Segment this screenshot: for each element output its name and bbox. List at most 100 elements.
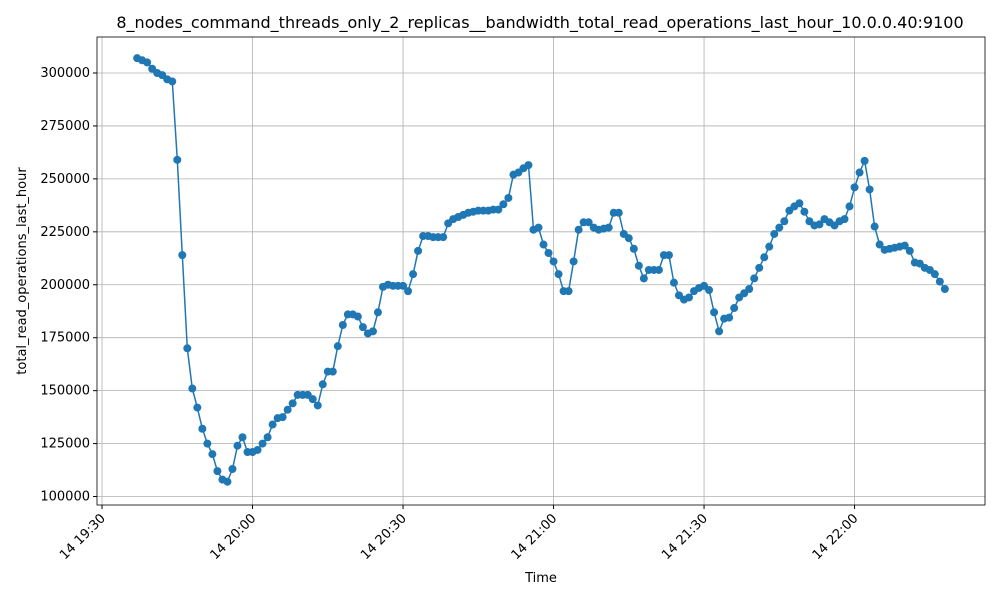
marker: [188, 384, 197, 393]
marker: [524, 161, 533, 170]
marker: [584, 218, 593, 227]
marker: [494, 205, 503, 214]
marker: [283, 405, 292, 414]
marker: [710, 308, 719, 317]
marker: [554, 270, 563, 279]
marker: [409, 270, 418, 279]
marker: [624, 234, 633, 243]
marker: [685, 293, 693, 302]
marker: [800, 207, 809, 216]
marker: [614, 208, 623, 217]
marker: [564, 287, 573, 296]
marker: [780, 217, 789, 226]
plot-frame: [96, 36, 986, 506]
marker: [845, 202, 854, 211]
marker: [318, 380, 327, 389]
y-tick-label: 225000: [40, 225, 90, 240]
marker: [278, 413, 287, 422]
marker: [399, 281, 408, 290]
marker: [333, 342, 342, 351]
marker: [223, 477, 232, 486]
marker: [544, 249, 553, 257]
marker: [855, 168, 864, 177]
marker: [198, 424, 207, 433]
marker: [373, 308, 382, 317]
marker: [213, 467, 222, 476]
marker: [574, 225, 583, 234]
marker: [143, 58, 152, 67]
marker: [233, 441, 242, 450]
marker: [755, 263, 764, 272]
chart-title: 8_nodes_command_threads_only_2_replicas_…: [116, 13, 963, 33]
marker: [654, 265, 663, 274]
marker: [439, 233, 448, 242]
marker: [238, 433, 247, 442]
marker: [760, 253, 769, 262]
marker: [228, 465, 237, 473]
marker: [875, 240, 884, 249]
y-tick-label: 100000: [40, 490, 90, 505]
marker: [870, 222, 879, 231]
marker: [193, 403, 202, 412]
marker: [368, 327, 377, 336]
marker: [629, 244, 638, 253]
marker: [905, 246, 914, 255]
marker: [549, 257, 558, 266]
marker: [178, 251, 187, 260]
marker: [715, 327, 724, 336]
y-tick-label: 250000: [40, 172, 90, 187]
marker: [358, 323, 367, 332]
marker: [775, 223, 784, 232]
x-axis-label: Time: [524, 571, 557, 586]
marker: [539, 240, 548, 249]
y-tick-label: 200000: [40, 278, 90, 293]
marker: [860, 156, 869, 165]
marker: [850, 183, 859, 192]
marker: [705, 286, 714, 295]
marker: [900, 241, 909, 250]
marker: [173, 155, 182, 164]
marker: [404, 287, 413, 296]
marker: [313, 401, 322, 410]
marker: [865, 185, 874, 194]
marker: [183, 344, 192, 353]
marker: [328, 367, 337, 376]
y-tick-label: 125000: [40, 437, 90, 452]
marker: [203, 439, 212, 448]
marker: [940, 285, 949, 293]
marker: [288, 399, 297, 408]
y-tick-label: 300000: [40, 66, 90, 81]
marker: [534, 223, 543, 232]
marker: [499, 200, 508, 209]
marker: [208, 450, 217, 459]
marker: [795, 199, 804, 208]
marker: [353, 312, 362, 321]
marker: [604, 223, 613, 232]
marker: [765, 242, 774, 251]
marker: [258, 439, 267, 448]
marker: [414, 246, 423, 255]
marker: [268, 420, 277, 429]
marker: [308, 395, 317, 404]
marker: [569, 257, 578, 266]
marker: [669, 278, 678, 287]
y-axis-label: total_read_operations_last_hour: [15, 167, 30, 375]
marker: [634, 261, 643, 270]
marker: [263, 433, 272, 442]
marker: [725, 313, 734, 322]
marker: [338, 321, 347, 329]
marker: [730, 304, 739, 313]
marker: [840, 215, 849, 224]
y-tick-label: 150000: [40, 384, 90, 399]
marker: [504, 193, 513, 202]
marker: [815, 220, 824, 229]
marker: [745, 285, 754, 293]
marker: [639, 274, 648, 283]
marker: [750, 274, 759, 283]
marker: [168, 77, 177, 86]
marker: [770, 229, 779, 238]
y-tick-label: 275000: [40, 119, 90, 134]
marker: [935, 277, 944, 286]
